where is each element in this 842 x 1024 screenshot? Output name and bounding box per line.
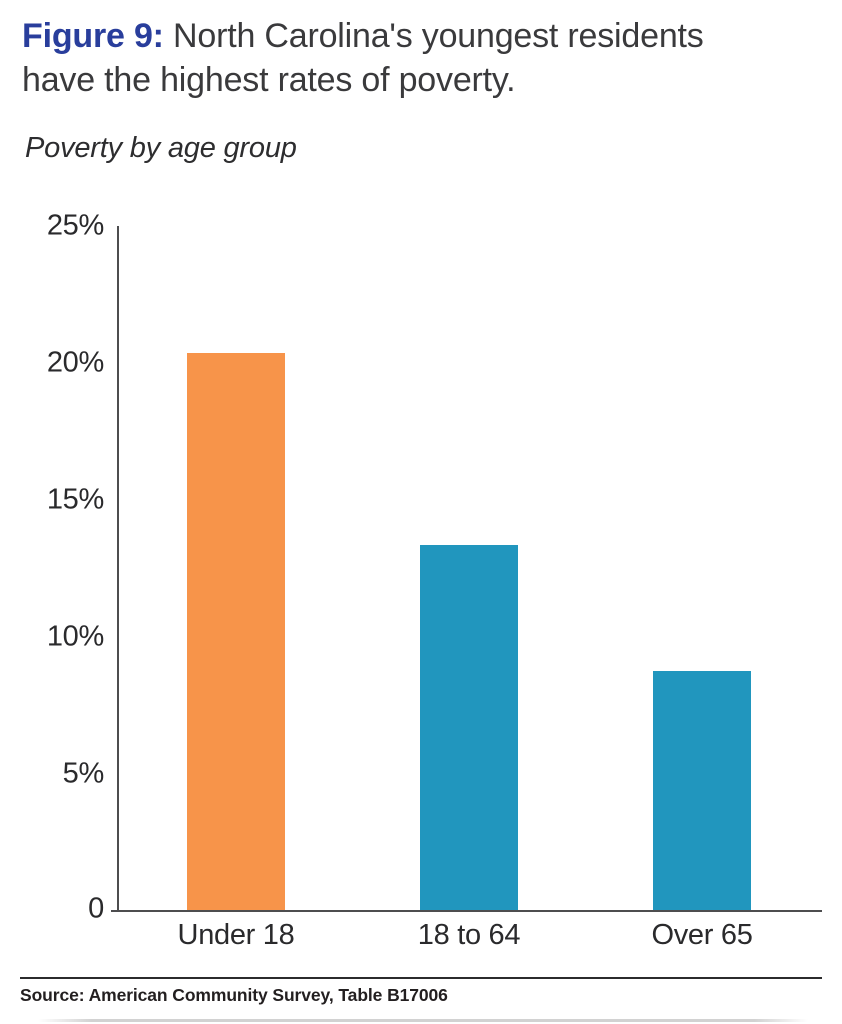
y-tick-label-25: 25%	[46, 209, 104, 242]
figure-title-line1: Figure 9: North Carolina's youngest resi…	[22, 14, 822, 58]
source-text: Source: American Community Survey, Table…	[20, 985, 448, 1005]
footer-rule	[20, 977, 822, 979]
figure-title-text: North Carolina's youngest residents	[163, 17, 704, 55]
bar-under-18	[187, 353, 285, 910]
figure-number-label: Figure 9:	[22, 17, 164, 55]
x-category-label-under-18: Under 18	[177, 919, 295, 951]
y-axis-line	[117, 226, 119, 912]
y-tick-label-10: 10%	[46, 620, 104, 653]
x-axis-line	[111, 910, 822, 912]
figure-title: Figure 9: North Carolina's youngest resi…	[22, 14, 822, 102]
y-tick-label-5: 5%	[62, 757, 105, 790]
bar-18-to-64	[420, 545, 518, 910]
x-category-label-18-to-64: 18 to 64	[417, 919, 521, 951]
bottom-divider	[38, 1019, 808, 1022]
x-category-label-over-65: Over 65	[651, 919, 753, 951]
y-tick-label-0: 0	[88, 892, 104, 925]
figure-title-line2: have the highest rates of poverty.	[22, 61, 516, 99]
chart-subtitle: Poverty by age group	[25, 132, 297, 164]
bar-over-65	[653, 671, 751, 910]
y-tick-label-15: 15%	[46, 483, 104, 516]
y-tick-label-20: 20%	[46, 346, 104, 379]
bar-chart: 25% 20% 15% 10% 5% 0 Under 18 18 to 64 O…	[0, 195, 842, 965]
